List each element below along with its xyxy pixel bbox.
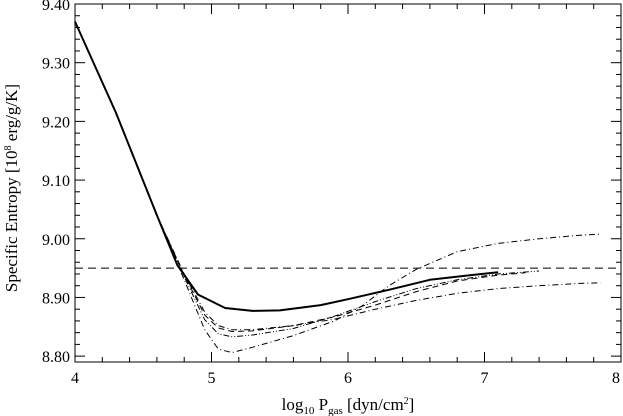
x-tick-label: 8 — [612, 370, 620, 387]
y-tick-label: 9.30 — [42, 56, 70, 73]
series-line-4 — [74, 21, 540, 338]
y-tick-label: 9.10 — [42, 173, 70, 190]
series-line-5 — [74, 21, 526, 332]
plot-frame — [74, 3, 622, 363]
x-tick-label: 6 — [344, 370, 352, 387]
x-tick-label: 5 — [208, 370, 216, 387]
plot-area — [74, 21, 621, 354]
x-axis-label: log10 Pgas [dyn/cm2] — [282, 395, 415, 416]
y-tick-label: 9.00 — [42, 232, 70, 249]
y-axis-label: Specific Entropy [108 erg/g/K] — [2, 84, 21, 292]
series-line-2 — [74, 21, 601, 354]
x-tick-label: 7 — [481, 370, 489, 387]
y-tick-label: 8.80 — [42, 349, 70, 366]
x-tick-label: 4 — [71, 370, 79, 387]
series-line-1 — [74, 21, 499, 312]
y-tick-label: 8.90 — [42, 290, 70, 307]
series-line-3 — [74, 21, 601, 331]
y-tick-label: 9.40 — [42, 0, 70, 14]
y-tick-label: 9.20 — [42, 114, 70, 131]
